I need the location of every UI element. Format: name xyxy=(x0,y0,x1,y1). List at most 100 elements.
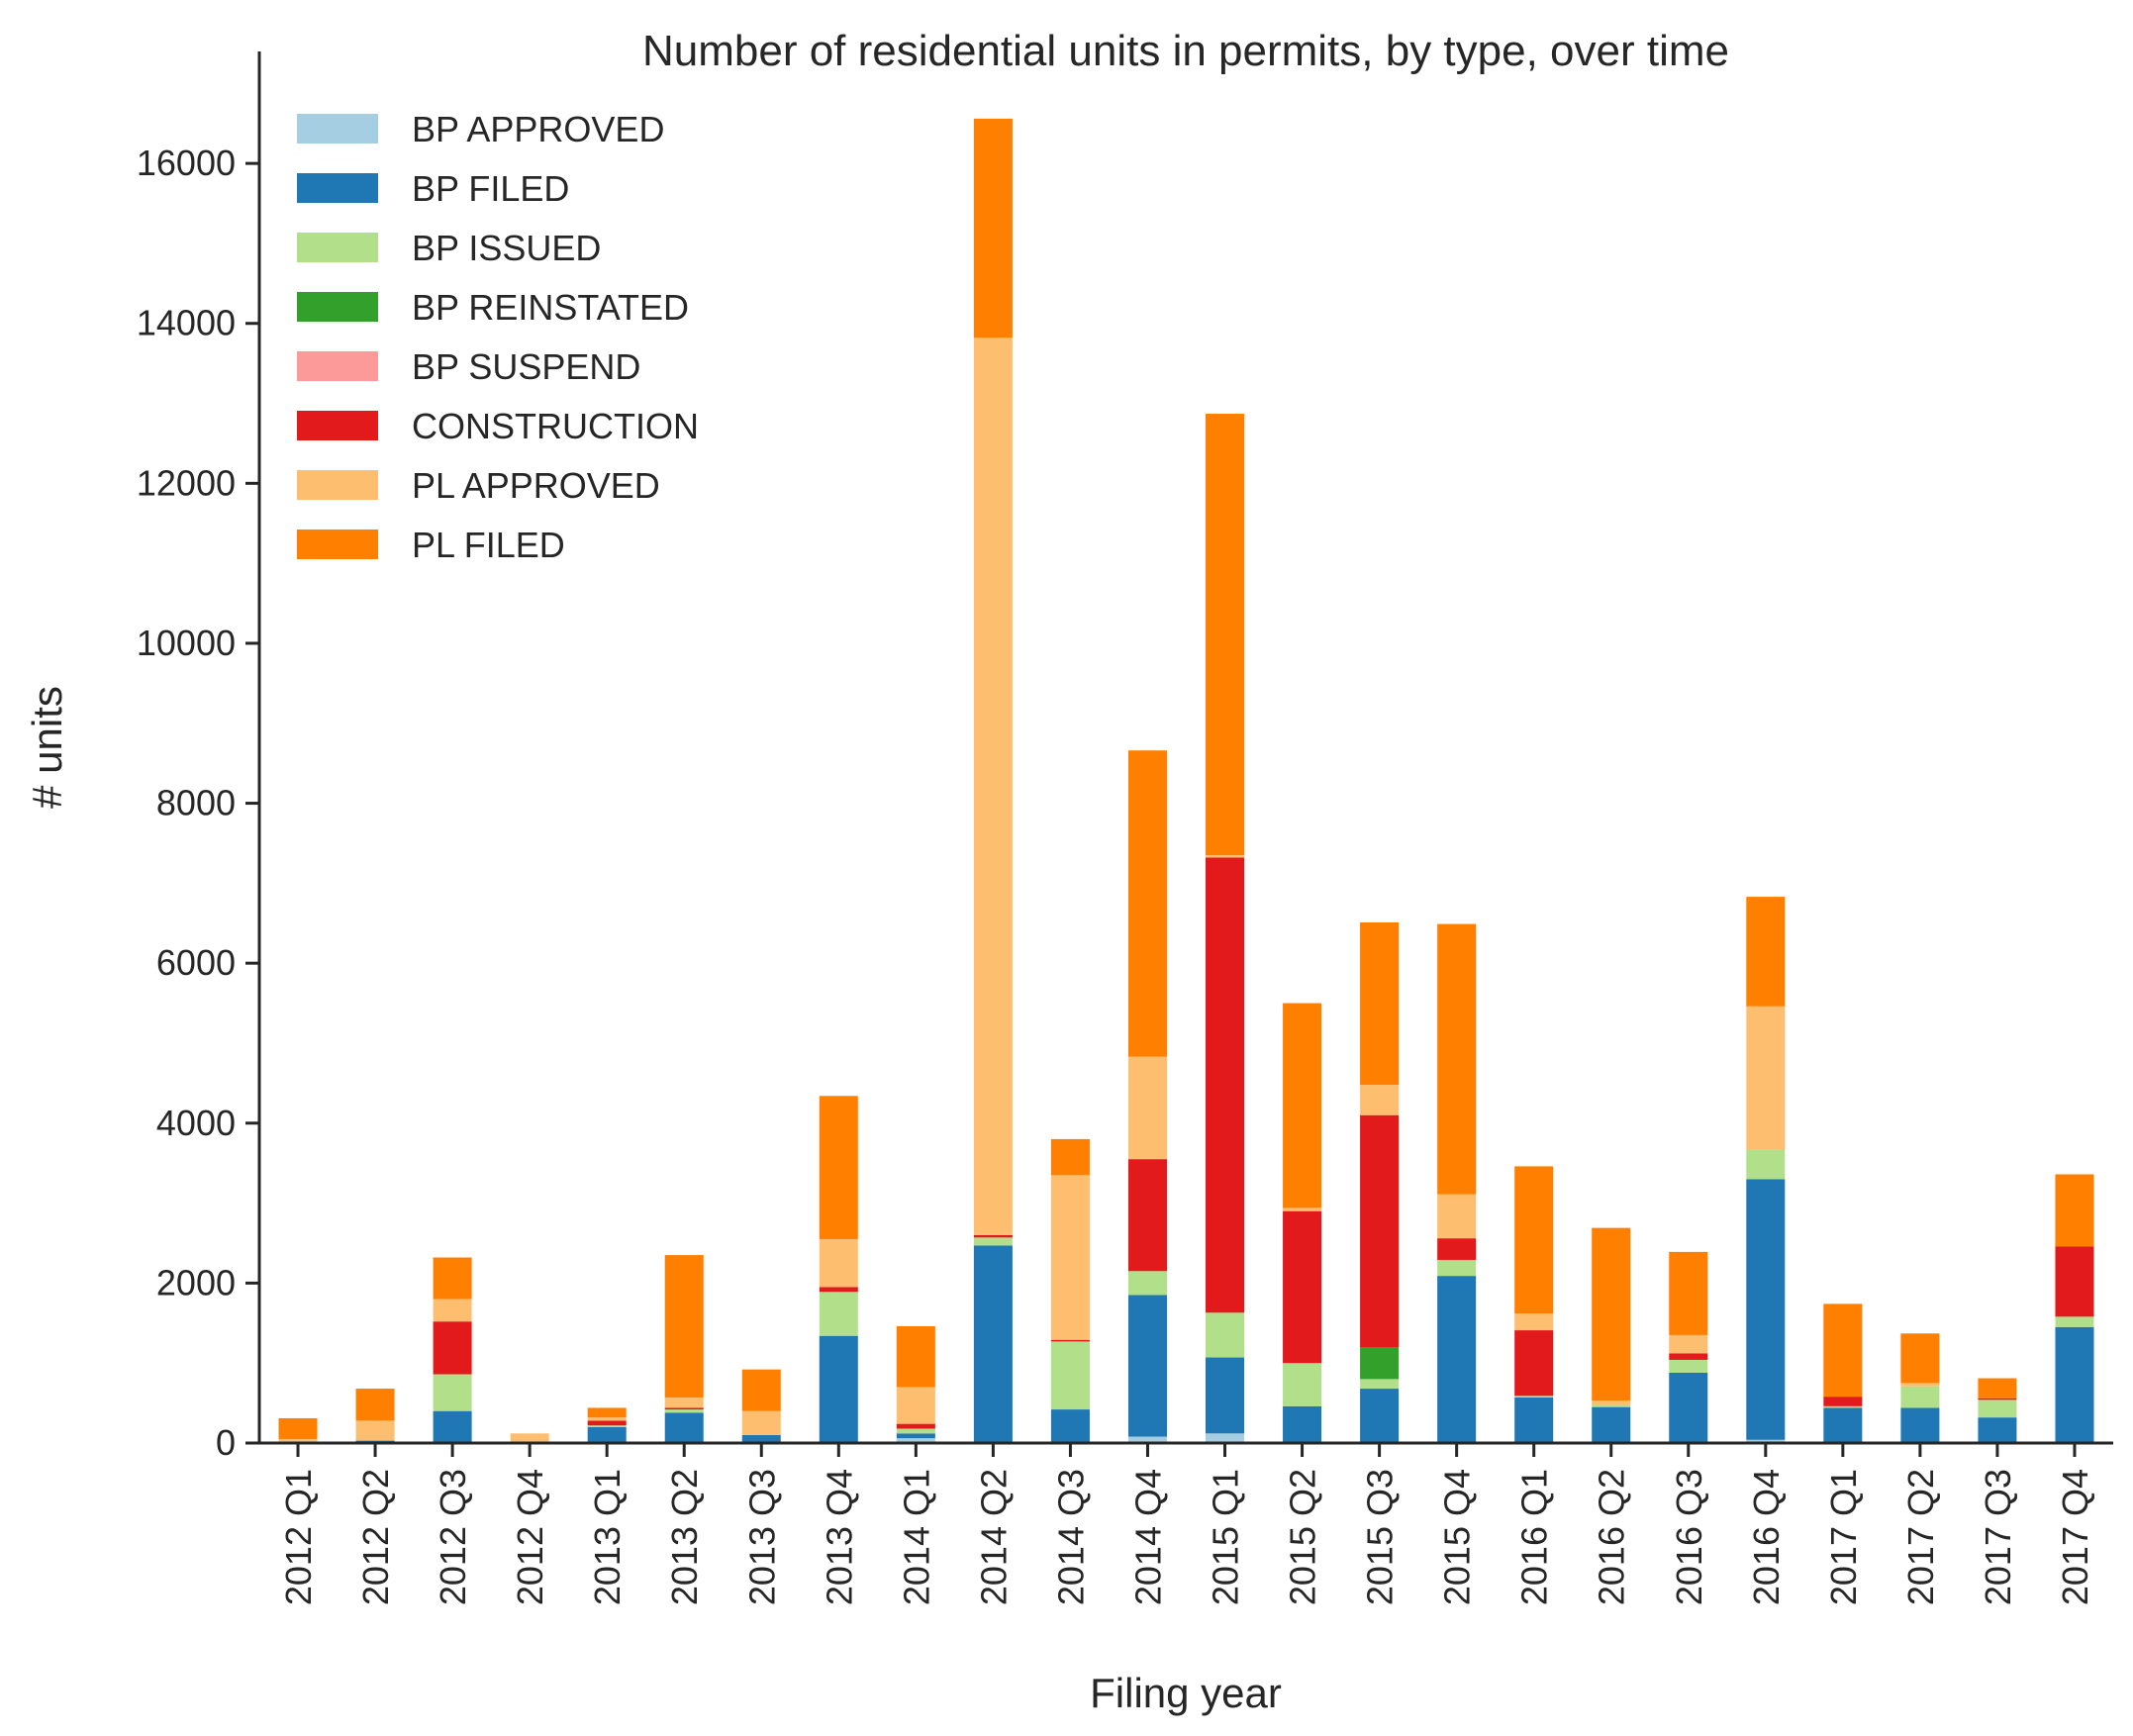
x-tick-label-2012-q1: 2012 Q1 xyxy=(278,1469,319,1605)
bar-segment-pl-filed-2016-q1 xyxy=(1514,1166,1554,1314)
bar-segment-pl-approved-2013-q2 xyxy=(664,1397,704,1408)
bar-segment-bp-issued-2013-q4 xyxy=(819,1292,858,1336)
legend-swatch-bp-approved xyxy=(297,114,378,144)
legend-label-construction: CONSTRUCTION xyxy=(412,406,699,446)
bar-segment-construction-2013-q4 xyxy=(819,1287,858,1293)
x-tick-label-2016-q1: 2016 Q1 xyxy=(1514,1469,1555,1605)
legend-label-bp-issued: BP ISSUED xyxy=(412,228,601,268)
bar-segment-pl-approved-2014-q3 xyxy=(1050,1175,1090,1340)
bar-segment-pl-filed-2015-q1 xyxy=(1206,414,1245,856)
y-axis-label: # units xyxy=(24,686,70,809)
x-tick-label-2012-q4: 2012 Q4 xyxy=(510,1469,550,1605)
x-tick-label-2016-q4: 2016 Q4 xyxy=(1746,1469,1787,1605)
bar-segment-bp-filed-2017-q4 xyxy=(2055,1326,2094,1443)
y-tick-label-8000: 8000 xyxy=(156,783,236,823)
bar-segment-bp-filed-2013-q2 xyxy=(664,1412,704,1443)
x-tick-label-2013-q3: 2013 Q3 xyxy=(741,1469,782,1605)
axes-group: 0 2000 4000 6000 8000 10000 12000 14000 16000 201… xyxy=(137,51,2113,1605)
x-tick-label-2015-q4: 2015 Q4 xyxy=(1437,1469,1478,1605)
bar-segment-pl-filed-2013-q2 xyxy=(664,1255,704,1398)
x-tick-label-2014-q3: 2014 Q3 xyxy=(1050,1469,1091,1605)
bar-segment-bp-issued-2015-q4 xyxy=(1437,1259,1477,1277)
legend-label-bp-suspend: BP SUSPEND xyxy=(412,346,640,387)
bar-segment-bp-issued-2014-q3 xyxy=(1050,1341,1090,1410)
bar-segment-pl-approved-2014-q1 xyxy=(896,1387,935,1424)
x-tick-label-2015-q1: 2015 Q1 xyxy=(1206,1469,1246,1605)
bar-segment-bp-filed-2015-q4 xyxy=(1437,1276,1477,1443)
x-tick-label-2015-q2: 2015 Q2 xyxy=(1283,1469,1323,1605)
bar-segment-pl-approved-2013-q4 xyxy=(819,1238,858,1288)
bar-segment-bp-approved-2014-q4 xyxy=(1127,1436,1167,1443)
x-tick-label-2014-q1: 2014 Q1 xyxy=(896,1469,936,1605)
bar-segment-construction-2014-q2 xyxy=(973,1234,1013,1238)
y-tick-label-12000: 12000 xyxy=(137,462,236,503)
bar-segment-pl-approved-2014-q2 xyxy=(973,338,1013,1235)
bar-segment-bp-filed-2013-q4 xyxy=(819,1335,858,1443)
bar-segment-bp-filed-2013-q1 xyxy=(587,1426,627,1443)
legend: BP APPROVED BP FILED BP ISSUED BP REINSTATE… xyxy=(297,109,699,565)
bar-segment-bp-filed-2015-q3 xyxy=(1360,1389,1400,1443)
legend-swatch-bp-suspend xyxy=(297,351,378,381)
bar-segment-construction-2017-q4 xyxy=(2055,1246,2094,1317)
legend-swatch-pl-filed xyxy=(297,530,378,559)
bar-segment-construction-2013-q1 xyxy=(587,1420,627,1426)
bar-segment-pl-approved-2012-q1 xyxy=(278,1438,318,1442)
bar-segment-pl-filed-2017-q1 xyxy=(1823,1303,1863,1398)
bar-segment-bp-issued-2016-q2 xyxy=(1592,1405,1631,1407)
bar-segment-bp-filed-2015-q2 xyxy=(1283,1405,1322,1443)
bar-segment-pl-approved-2015-q2 xyxy=(1283,1207,1322,1211)
bar-segment-pl-filed-2012-q2 xyxy=(355,1389,395,1421)
bar-segment-pl-filed-2015-q4 xyxy=(1437,923,1477,1195)
y-tick-label-16000: 16000 xyxy=(137,143,236,183)
bar-segment-bp-approved-2016-q4 xyxy=(1746,1439,1786,1443)
bar-segment-bp-filed-2017-q1 xyxy=(1823,1407,1863,1443)
bar-segment-construction-2013-q2 xyxy=(664,1407,704,1410)
x-tick-label-2015-q3: 2015 Q3 xyxy=(1360,1469,1401,1605)
bar-segment-bp-filed-2014-q3 xyxy=(1050,1409,1090,1443)
bar-segment-construction-2017-q1 xyxy=(1823,1397,1863,1406)
bar-segment-construction-2016-q3 xyxy=(1669,1353,1708,1360)
bar-segment-construction-2016-q1 xyxy=(1514,1330,1554,1397)
y-tick-label-4000: 4000 xyxy=(156,1103,236,1143)
bar-segment-bp-filed-2014-q2 xyxy=(973,1245,1013,1443)
legend-swatch-bp-reinstated xyxy=(297,292,378,322)
bar-segment-bp-approved-2014-q1 xyxy=(896,1438,935,1443)
bar-segment-pl-filed-2014-q1 xyxy=(896,1326,935,1388)
bars-group xyxy=(278,118,2094,1443)
bar-segment-pl-approved-2013-q3 xyxy=(741,1410,781,1435)
y-tick-label-6000: 6000 xyxy=(156,942,236,983)
bar-segment-pl-filed-2013-q3 xyxy=(741,1369,781,1411)
x-tick-label-2017-q1: 2017 Q1 xyxy=(1823,1469,1864,1605)
bar-segment-pl-approved-2012-q4 xyxy=(510,1433,549,1443)
bar-segment-bp-filed-2013-q3 xyxy=(741,1434,781,1443)
bar-segment-construction-2015-q3 xyxy=(1360,1114,1400,1348)
bar-segment-bp-issued-2016-q3 xyxy=(1669,1359,1708,1373)
bar-segment-bp-issued-2014-q4 xyxy=(1127,1271,1167,1296)
bar-segment-pl-filed-2017-q4 xyxy=(2055,1174,2094,1247)
bar-segment-bp-filed-2016-q1 xyxy=(1514,1397,1554,1443)
bar-segment-pl-approved-2014-q4 xyxy=(1127,1056,1167,1160)
bar-segment-pl-filed-2015-q3 xyxy=(1360,921,1400,1085)
bar-segment-construction-2014-q1 xyxy=(896,1423,935,1429)
bar-segment-pl-approved-2015-q1 xyxy=(1206,855,1245,858)
bar-segment-pl-approved-2016-q3 xyxy=(1669,1334,1708,1354)
bar-segment-bp-issued-2017-q4 xyxy=(2055,1316,2094,1327)
bar-segment-construction-2014-q3 xyxy=(1050,1339,1090,1342)
bar-segment-pl-approved-2013-q1 xyxy=(587,1417,627,1421)
bar-segment-pl-filed-2017-q2 xyxy=(1900,1333,1940,1384)
x-tick-label-2017-q4: 2017 Q4 xyxy=(2055,1469,2095,1605)
bar-segment-pl-filed-2014-q2 xyxy=(973,118,1013,338)
bar-segment-pl-approved-2015-q3 xyxy=(1360,1085,1400,1115)
bar-segment-bp-issued-2015-q2 xyxy=(1283,1363,1322,1406)
bar-segment-bp-reinstated-2015-q3 xyxy=(1360,1347,1400,1380)
x-tick-label-2013-q2: 2013 Q2 xyxy=(664,1469,705,1605)
x-tick-label-2013-q4: 2013 Q4 xyxy=(819,1469,859,1605)
bar-segment-bp-issued-2017-q2 xyxy=(1900,1386,1940,1408)
bar-segment-pl-approved-2017-q2 xyxy=(1900,1383,1940,1387)
legend-swatch-bp-issued xyxy=(297,233,378,262)
y-tick-label-14000: 14000 xyxy=(137,303,236,343)
bar-segment-pl-filed-2016-q4 xyxy=(1746,897,1786,1007)
bar-segment-bp-issued-2013-q2 xyxy=(664,1409,704,1413)
legend-swatch-pl-approved xyxy=(297,470,378,500)
bar-segment-pl-filed-2014-q4 xyxy=(1127,750,1167,1057)
